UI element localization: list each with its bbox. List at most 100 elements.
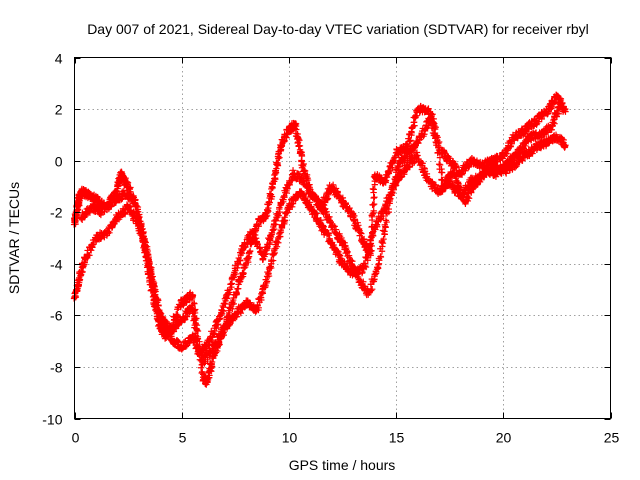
data-point (272, 167, 279, 174)
data-point (267, 191, 275, 198)
data-point (304, 176, 312, 184)
data-point (155, 308, 163, 316)
data-point (420, 164, 428, 172)
data-point (306, 185, 313, 193)
data-point (370, 194, 377, 202)
data-point (436, 154, 444, 161)
data-point (291, 122, 299, 130)
data-point (364, 254, 371, 261)
data-point (80, 261, 87, 269)
data-point (269, 257, 277, 264)
data-point (434, 149, 442, 156)
x-tick-label: 20 (496, 430, 512, 446)
data-point (79, 264, 87, 272)
data-point (555, 110, 563, 118)
data-point (382, 217, 390, 224)
data-point (164, 320, 171, 327)
x-tick-label: 10 (282, 430, 298, 446)
data-point (283, 134, 290, 141)
data-point (411, 112, 419, 120)
data-point (272, 176, 279, 183)
data-point (267, 263, 274, 270)
x-tick-label: 25 (604, 430, 620, 446)
data-point (274, 159, 281, 167)
chart-title: Day 007 of 2021, Sidereal Day-to-day VTE… (87, 21, 589, 37)
data-point (148, 273, 155, 281)
data-point (211, 330, 218, 337)
data-point (355, 226, 363, 233)
data-point (326, 218, 334, 225)
data-point (251, 231, 259, 239)
data-point (191, 307, 198, 314)
data-point (145, 261, 152, 268)
data-point (557, 100, 565, 108)
data-point (549, 103, 556, 111)
data-point (369, 210, 376, 218)
data-point (194, 335, 201, 342)
x-tick-label: 0 (72, 430, 80, 446)
data-point (188, 302, 196, 310)
data-point (120, 210, 128, 217)
data-point (177, 296, 185, 303)
data-point (508, 158, 515, 165)
data-point (245, 249, 253, 256)
data-point (258, 296, 265, 304)
data-point (151, 287, 158, 295)
data-point (371, 193, 378, 201)
data-point (456, 184, 464, 192)
data-point (276, 154, 283, 161)
data-point (488, 165, 495, 172)
data-point (440, 148, 448, 156)
data-point (281, 214, 288, 221)
data-point (454, 179, 462, 186)
data-point (189, 294, 196, 301)
data-point (282, 209, 290, 217)
data-point (388, 186, 395, 193)
data-point (130, 192, 137, 200)
data-point (226, 321, 233, 329)
data-point (385, 205, 393, 213)
data-point (369, 201, 377, 209)
data-point (158, 314, 166, 322)
y-tick-label: 0 (55, 154, 63, 170)
data-point (321, 226, 329, 233)
data-point (557, 99, 564, 107)
data-point (236, 278, 243, 286)
data-point (431, 120, 438, 127)
plot-frame (74, 57, 611, 419)
data-point (362, 263, 370, 271)
data-point (473, 181, 481, 189)
data-point (297, 148, 304, 155)
data-point (87, 247, 95, 254)
data-point (323, 208, 330, 215)
data-point (137, 221, 145, 229)
data-point (381, 228, 388, 235)
data-point (331, 223, 338, 230)
data-point (513, 163, 520, 170)
data-point (277, 228, 285, 236)
data-point (299, 162, 307, 170)
data-point (388, 192, 395, 199)
data-point (90, 240, 97, 248)
data-point (438, 176, 445, 184)
y-tick-label: -6 (50, 308, 63, 324)
data-point (86, 252, 93, 259)
data-point (284, 185, 291, 192)
data-point (229, 296, 237, 304)
data-point (438, 169, 446, 176)
data-point (233, 313, 240, 320)
data-point (318, 201, 325, 208)
data-point (193, 336, 200, 343)
y-tick-label: -8 (50, 360, 63, 376)
data-point (406, 138, 413, 145)
data-point (354, 271, 361, 278)
x-tick-label: 5 (179, 430, 187, 446)
data-point (173, 313, 180, 320)
data-point (338, 234, 345, 242)
data-point (197, 364, 205, 371)
data-point (312, 211, 319, 218)
data-point (457, 184, 465, 191)
data-point (432, 124, 439, 131)
data-point (174, 312, 181, 319)
data-point (273, 238, 281, 245)
